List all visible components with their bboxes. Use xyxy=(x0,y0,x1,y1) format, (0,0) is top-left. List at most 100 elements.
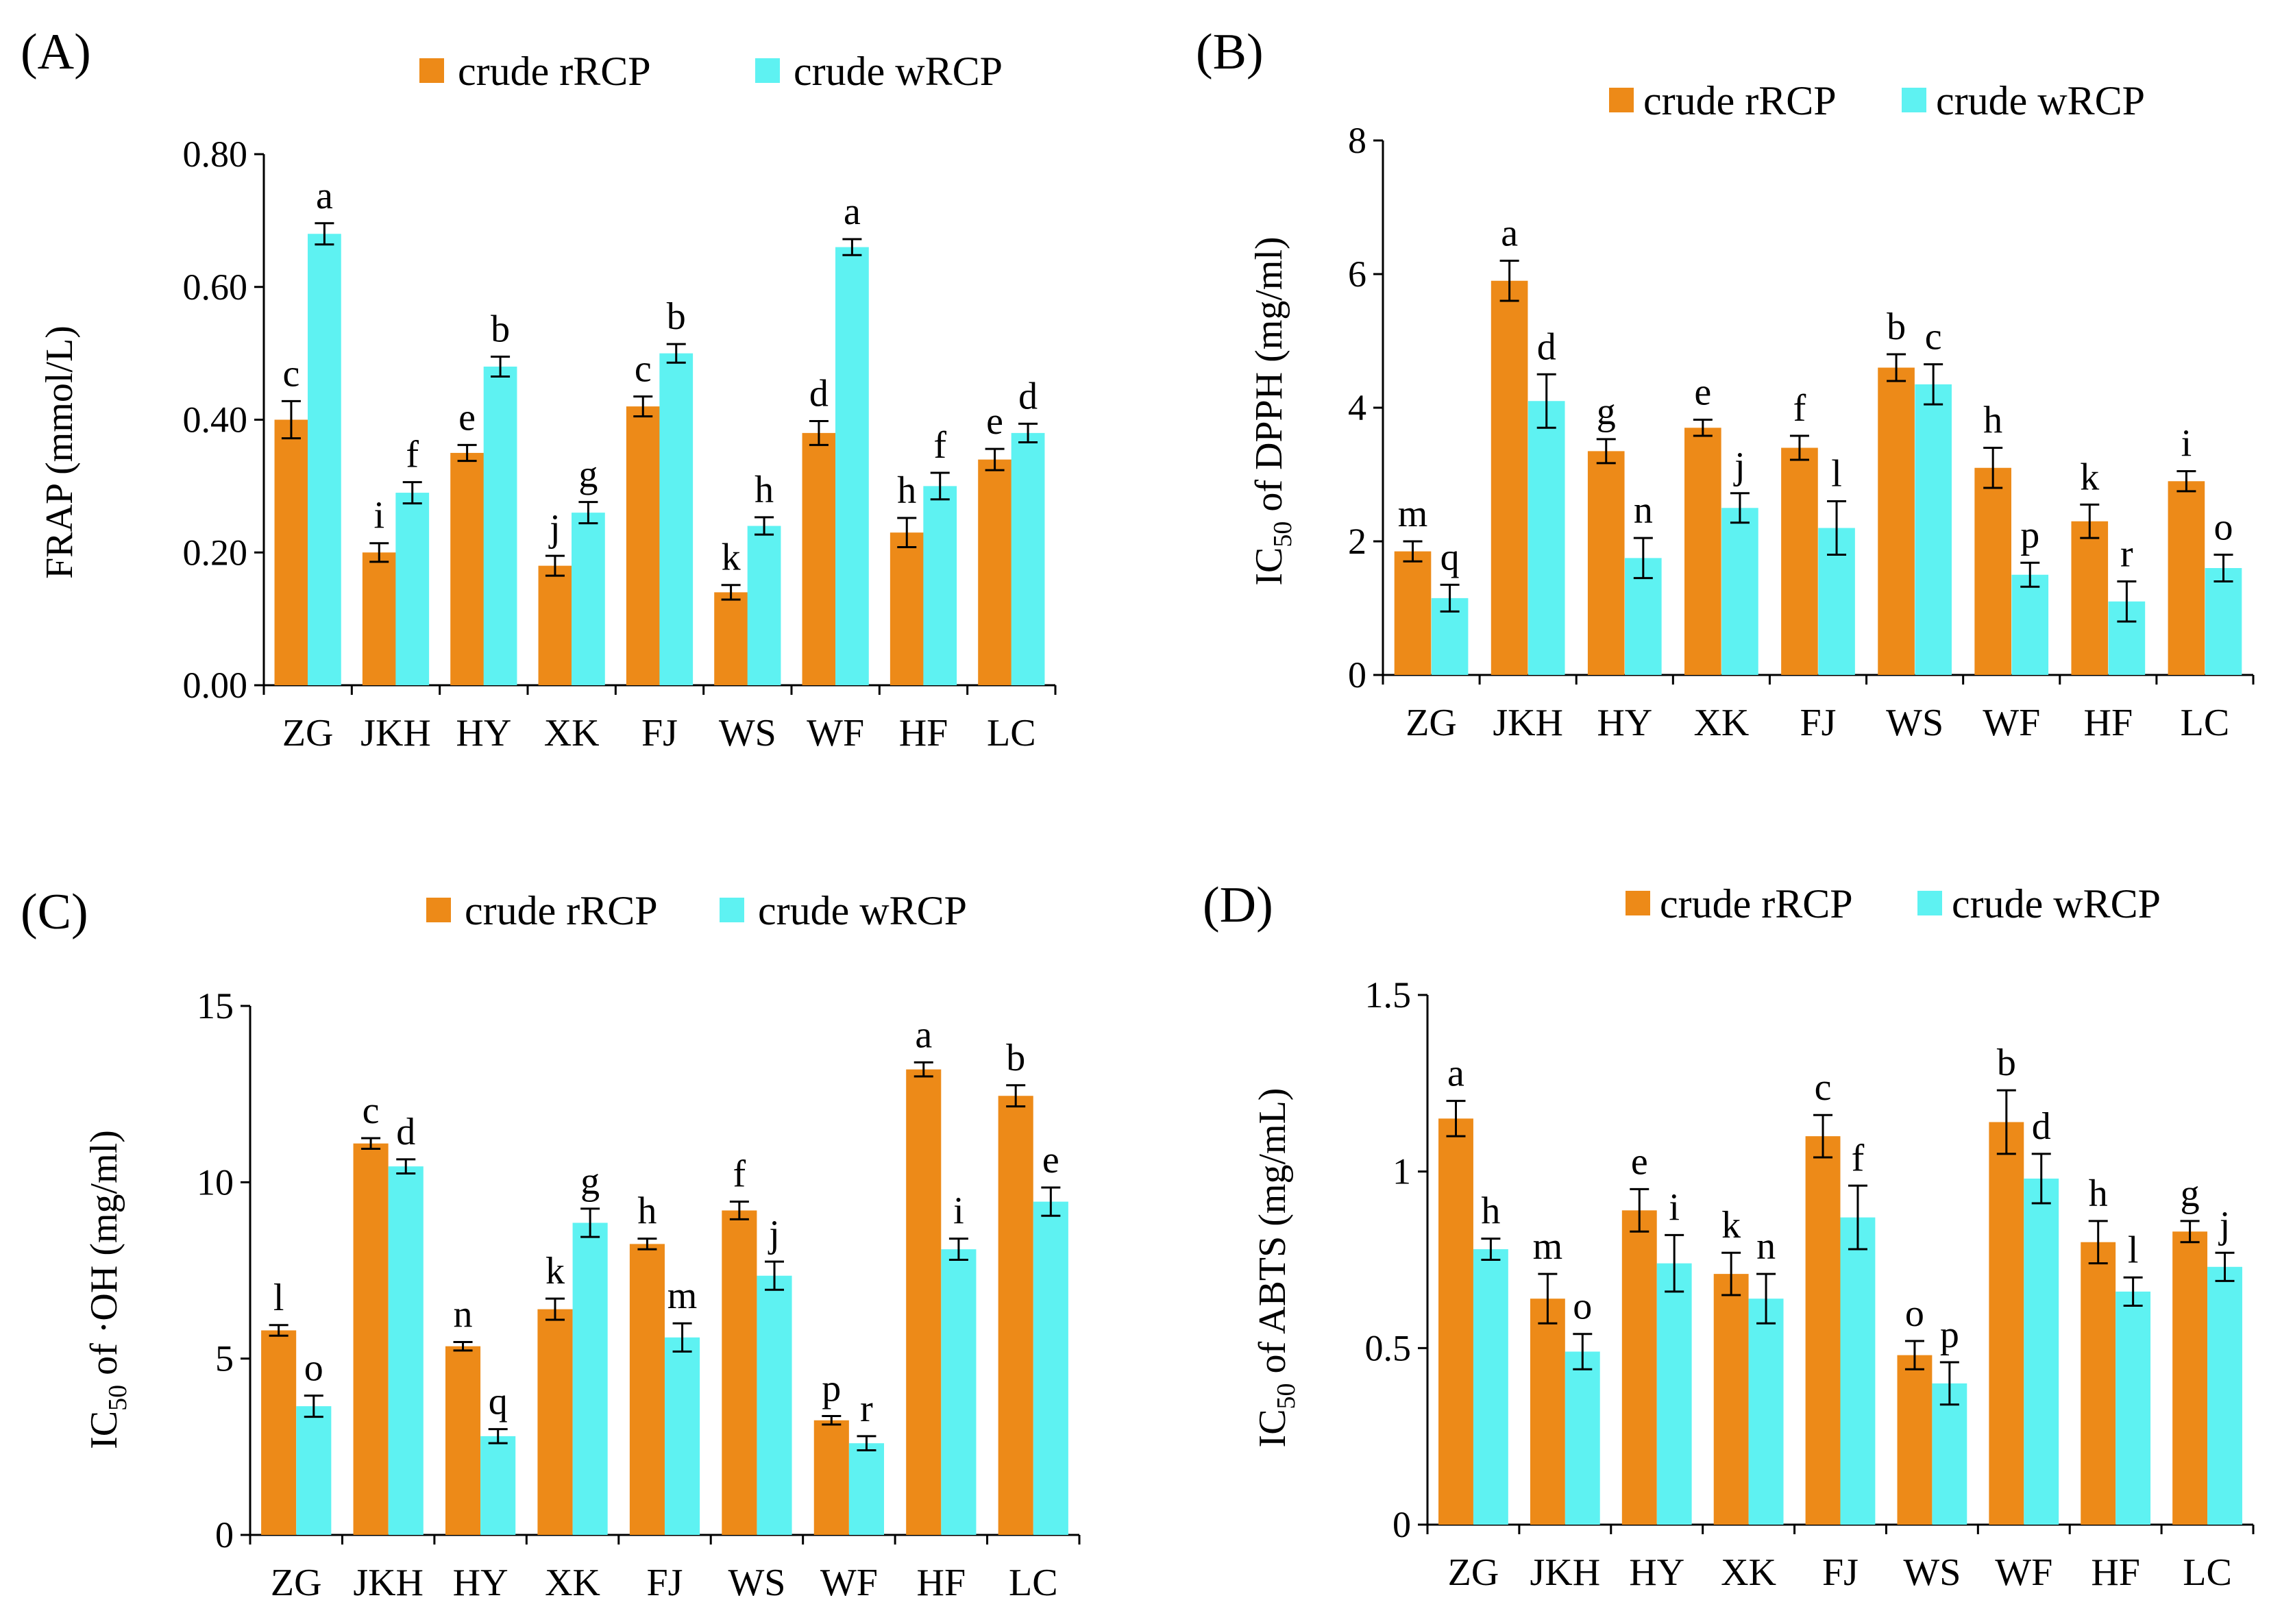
panel-c-bar-wrcp-ws xyxy=(757,1275,792,1535)
panel-c-ylabel-ic: IC xyxy=(83,1411,125,1449)
panel-c-bar-wrcp-wf xyxy=(848,1443,885,1535)
panel-b-sig-letter: j xyxy=(1733,445,1745,487)
panel-d-sig-letter: m xyxy=(1533,1225,1563,1268)
panel-d-sig-letter: o xyxy=(1905,1292,1924,1335)
panel-b-sig-letter: k xyxy=(2080,456,2099,498)
panel-d-bar-rrcp-zg xyxy=(1438,1118,1473,1525)
panel-c-sig-letter: n xyxy=(454,1293,473,1336)
panel-b-xtick-label: FJ xyxy=(1800,702,1837,744)
panel-b-bar-rrcp-zg xyxy=(1394,551,1432,675)
panel-b-sig-letter: b xyxy=(1887,306,1906,348)
panel-d-sig-letter: a xyxy=(1447,1053,1464,1095)
panel-a-sig-letter: c xyxy=(635,348,652,391)
panel-b-sig-letter: h xyxy=(1983,399,2002,442)
panel-a-ylabel: FRAP (mmol/L) xyxy=(38,325,81,579)
panel-c-ytick-label: 15 xyxy=(197,985,234,1026)
panel-b-legend-swatch-wrcp xyxy=(1902,88,1926,112)
panel-a-xtick-label: ZG xyxy=(282,712,334,754)
panel-a-sig-letter: d xyxy=(809,372,829,415)
panel-d-xtick-label: WF xyxy=(1995,1551,2052,1594)
panel-a-bar-rrcp-ws xyxy=(714,592,748,685)
panel-b-xtick-label: WF xyxy=(1983,702,2040,744)
panel-c-sig-letter: j xyxy=(768,1213,780,1255)
panel-c-legend-swatch-wrcp xyxy=(720,898,744,922)
panel-c-bar-wrcp-hy xyxy=(480,1436,516,1535)
panel-c-sig-letter: a xyxy=(915,1013,932,1056)
panel-c-sig-letter: e xyxy=(1042,1139,1059,1181)
panel-a-ytick-label: 0.20 xyxy=(183,532,248,573)
panel-b-ytick-label: 2 xyxy=(1348,521,1366,562)
panel-c-sig-letter: h xyxy=(637,1190,657,1233)
panel-b-bar-wrcp-xk xyxy=(1721,508,1758,675)
panel-c-bar-wrcp-hf xyxy=(941,1249,977,1535)
panel-b-xtick-label: LC xyxy=(2181,702,2230,744)
panel-b-bar-rrcp-xk xyxy=(1684,428,1721,675)
panel-d-bar-wrcp-fj xyxy=(1840,1217,1876,1525)
panel-b-sig-letter: o xyxy=(2213,506,2233,549)
panel-d-legend-swatch-rrcp xyxy=(1626,891,1650,915)
panel-b-sig-letter: p xyxy=(2020,514,2039,556)
panel-b-ylabel: IC50 of DPPH (mg/ml) xyxy=(1248,236,1297,585)
panel-a-xtick-label: WS xyxy=(719,712,776,754)
panel-c-bar-rrcp-fj xyxy=(629,1244,665,1535)
panel-a-bar-wrcp-fj xyxy=(659,353,694,685)
panel-a-plot: 0.000.200.400.600.80ZGcaJKHifHYebXKjgFJc… xyxy=(183,134,1057,754)
panel-b-bar-rrcp-lc xyxy=(2168,481,2205,675)
panel-a-sig-letter: i xyxy=(373,495,384,537)
panel-a-bar-wrcp-hf xyxy=(923,486,957,685)
panel-d-bar-wrcp-xk xyxy=(1748,1299,1784,1525)
panel-c-bar-rrcp-xk xyxy=(537,1309,573,1535)
panel-d-bar-rrcp-lc xyxy=(2172,1231,2208,1525)
panel-d-ylabel-sub: 50 xyxy=(1272,1383,1301,1409)
panel-b-sig-letter: r xyxy=(2120,533,2133,576)
panel-d-xtick-label: FJ xyxy=(1822,1551,1859,1594)
panel-a-label: (A) xyxy=(21,24,91,80)
panel-c-ytick-label: 10 xyxy=(197,1161,234,1203)
panel-b-ytick-label: 4 xyxy=(1348,387,1366,428)
panel-c-sig-letter: c xyxy=(363,1090,380,1132)
panel-a-xtick-label: HF xyxy=(899,712,948,754)
panel-a-sig-letter: c xyxy=(283,352,300,395)
panel-d-xtick-label: LC xyxy=(2183,1551,2232,1594)
panel-d-bar-wrcp-zg xyxy=(1473,1249,1508,1525)
panel-d-ytick-label: 0 xyxy=(1393,1504,1411,1545)
panel-d-sig-letter: j xyxy=(2218,1204,2231,1246)
panel-d-sig-letter: h xyxy=(1481,1190,1500,1233)
panel-a-sig-letter: j xyxy=(548,507,561,550)
panel-b-bar-wrcp-ws xyxy=(1915,384,1952,675)
panel-c-bar-rrcp-lc xyxy=(998,1096,1033,1535)
panel-b-legend-swatch-rrcp xyxy=(1609,88,1634,112)
panel-b-ytick-label: 0 xyxy=(1348,654,1366,696)
panel-a-bar-rrcp-hf xyxy=(890,532,924,685)
panel-c-xtick-label: HF xyxy=(917,1562,966,1604)
panel-c-bar-rrcp-zg xyxy=(261,1330,297,1535)
panel-d-bar-wrcp-hf xyxy=(2115,1291,2151,1525)
panel-d-bar-wrcp-ws xyxy=(1932,1383,1967,1525)
panel-a-sig-letter: h xyxy=(897,469,916,512)
panel-c-sig-letter: k xyxy=(545,1250,565,1292)
panel-a-bar-wrcp-lc xyxy=(1011,432,1045,685)
panel-b-bar-rrcp-wf xyxy=(1974,467,2011,675)
panel-c-xtick-label: HY xyxy=(453,1562,508,1604)
panel-c-sig-letter: m xyxy=(667,1275,698,1317)
panel-a-sig-letter: k xyxy=(722,537,741,579)
panel-c-sig-letter: i xyxy=(953,1190,964,1233)
panel-a-bar-rrcp-wf xyxy=(802,432,836,685)
panel-a-bar-rrcp-xk xyxy=(538,565,572,685)
panel-c-bar-rrcp-ws xyxy=(722,1210,757,1535)
panel-c-label: (C) xyxy=(21,884,88,940)
panel-b-sig-letter: d xyxy=(1537,325,1556,368)
panel-c-sig-letter: d xyxy=(396,1111,415,1153)
panel-b-xtick-label: JKH xyxy=(1493,702,1563,744)
panel-c-legend: crude rRCP crude wRCP xyxy=(426,888,967,933)
panel-a-xtick-label: JKH xyxy=(360,712,431,754)
panel-d-label: (D) xyxy=(1203,877,1273,933)
panel-c: (C) crude rRCP crude wRCP IC50 of ·OH (m… xyxy=(21,884,1081,1604)
panel-d-bar-wrcp-lc xyxy=(2207,1266,2242,1525)
panel-c-legend-swatch-rrcp xyxy=(426,898,451,922)
panel-c-xtick-label: LC xyxy=(1009,1562,1058,1604)
panel-d-sig-letter: l xyxy=(2128,1229,2139,1271)
panel-c-bar-wrcp-fj xyxy=(665,1337,700,1535)
panel-c-bar-rrcp-wf xyxy=(813,1420,849,1535)
